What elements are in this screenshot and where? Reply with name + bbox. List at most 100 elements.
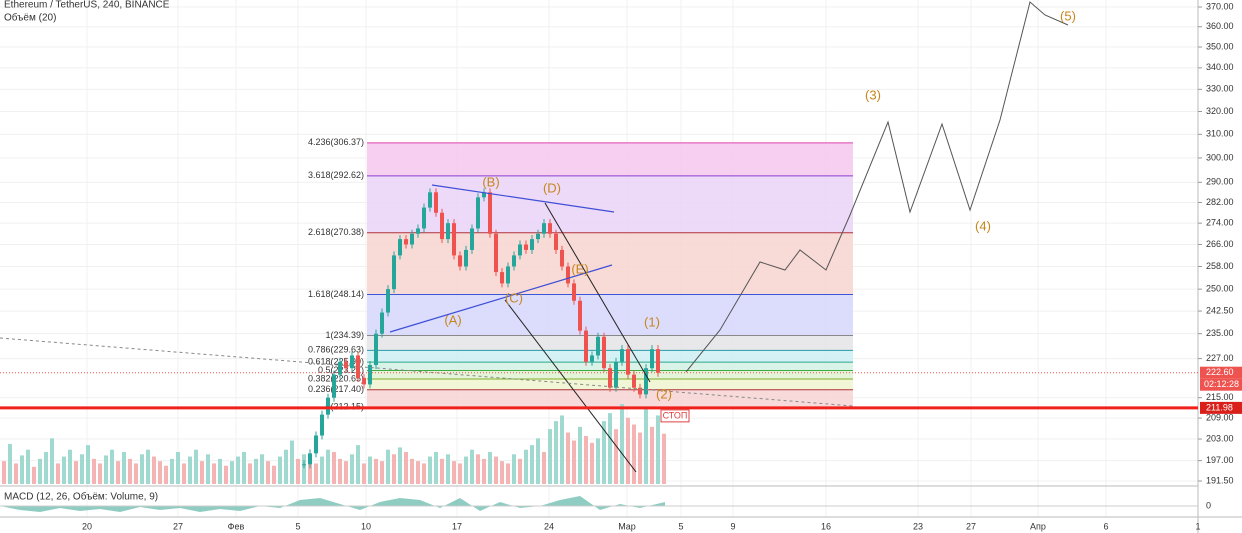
stop-price-tag [1200, 401, 1242, 414]
volume-bar [386, 449, 390, 484]
volume-bar [68, 449, 72, 484]
price-tick-label: 340.00 [1206, 62, 1234, 72]
wave-labels: (A) (B) (C) (D) (E) (1) (2) (3) (4) (5) [444, 8, 1076, 401]
price-tick-label: 197.00 [1206, 455, 1234, 465]
volume-bar [134, 463, 138, 484]
fib-label: 4.236(306.37) [308, 137, 364, 147]
volume-bar [626, 417, 630, 484]
volume-bar [182, 463, 186, 484]
volume-bar [302, 454, 306, 484]
fib-label: 1.618(248.14) [308, 289, 364, 299]
trend-line [544, 202, 651, 383]
candle [314, 435, 318, 454]
volume-bar [452, 461, 456, 484]
price-axis: 370.00 360.00 350.00 340.00 330.00 320.00 310.… [1198, 1, 1234, 485]
volume-bar [146, 449, 150, 484]
volume-bar [428, 456, 432, 484]
trend-line [389, 264, 613, 333]
volume-bar [482, 458, 486, 484]
volume-bar [548, 429, 552, 484]
wave-label: (C) [505, 290, 523, 305]
fib-band [367, 389, 853, 408]
candle [350, 355, 354, 369]
candle [338, 361, 342, 375]
volume-bar [2, 461, 6, 484]
volume-bar [458, 463, 462, 484]
candle [632, 374, 636, 388]
volume-bar [500, 461, 504, 484]
date-label: 1 [1195, 521, 1200, 531]
fib-band [367, 232, 853, 295]
price-tick-label: 235.00 [1206, 328, 1234, 338]
volume-bar [518, 458, 522, 484]
volume-bar [200, 461, 204, 484]
candle [560, 249, 564, 267]
wave-label: (4) [975, 218, 991, 233]
candle [434, 192, 438, 213]
volume-bar [554, 421, 558, 484]
candle [410, 233, 414, 245]
candle [326, 397, 330, 415]
volume-bar [80, 454, 84, 484]
price-tick-label: 330.00 [1206, 84, 1234, 94]
price-tick-label: 250.00 [1206, 284, 1234, 294]
volume-bar [494, 456, 498, 484]
candle [476, 197, 480, 229]
date-label: 6 [1103, 521, 1108, 531]
date-axis: 20 27 Фев 5 10 17 24 Мар 5 9 16 23 27 Апр 6 1 [82, 521, 1201, 531]
candle [416, 228, 420, 234]
volume-bar [362, 463, 366, 484]
price-tick-label: 350.00 [1206, 41, 1234, 51]
volume-bar [254, 458, 258, 484]
fib-band [367, 142, 853, 176]
volume-bar [344, 461, 348, 484]
fib-label: 1(234.39) [325, 330, 364, 340]
volume [2, 404, 666, 484]
fib-band [367, 335, 853, 351]
volume-bar [380, 461, 384, 484]
candle [302, 464, 306, 466]
last-price-label: 222.60 [1206, 367, 1234, 377]
price-tick-label: 320.00 [1206, 106, 1234, 116]
last-price-tag [1200, 366, 1242, 379]
volume-bar [332, 452, 336, 484]
price-tick-label: 360.00 [1206, 21, 1234, 31]
candle [392, 255, 396, 290]
price-tick-label: 258.00 [1206, 261, 1234, 271]
date-label: 17 [452, 521, 462, 531]
stop-box [660, 409, 690, 423]
price-tick-label: 191.50 [1206, 475, 1234, 485]
volume-bar [212, 463, 216, 484]
trend-line [504, 299, 637, 473]
fib-band [367, 350, 853, 363]
volume-bar [398, 447, 402, 484]
price-tick-label: 203.00 [1206, 433, 1234, 443]
fib-band [367, 294, 853, 336]
candle [542, 223, 546, 234]
candle [512, 255, 516, 267]
volume-bar [488, 452, 492, 484]
volume-bar [314, 463, 318, 484]
candle [488, 192, 492, 234]
candle [458, 255, 462, 267]
volume-bar [272, 465, 276, 484]
date-label: 23 [913, 521, 923, 531]
volume-bar [26, 449, 30, 484]
price-tick-label: 300.00 [1206, 152, 1234, 162]
volume-bar [350, 454, 354, 484]
volume-bar [104, 455, 108, 484]
candle [356, 355, 360, 378]
volume-bar [596, 438, 600, 484]
price-tick-label: 209.00 [1206, 412, 1234, 422]
date-label: 5 [678, 521, 683, 531]
date-label: 20 [82, 521, 92, 531]
candle [482, 192, 486, 198]
candle [308, 453, 312, 465]
volume-bar [392, 454, 396, 484]
volume-bar [476, 454, 480, 484]
price-tick-label: 282.00 [1206, 197, 1234, 207]
volume-bar [338, 458, 342, 484]
volume-bar [422, 463, 426, 484]
candle [608, 368, 612, 388]
price-tags: 222.60 02:12:28 211.98 СТОП [0, 366, 1242, 423]
